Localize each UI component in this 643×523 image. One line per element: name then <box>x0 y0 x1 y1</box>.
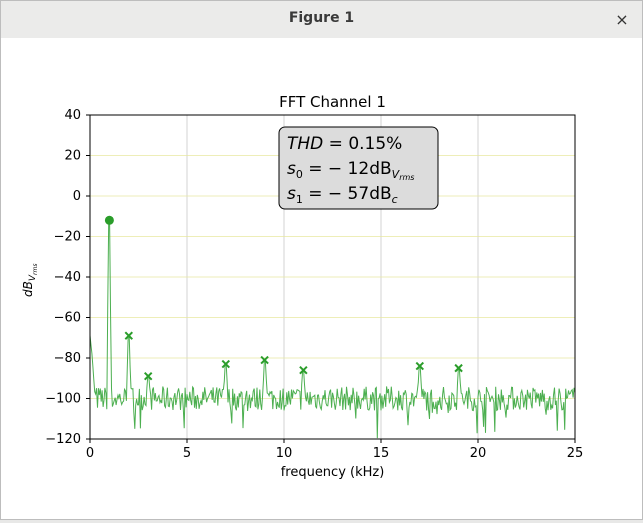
s0-sub: 0 <box>296 168 303 181</box>
y-tick-label: −120 <box>45 432 81 447</box>
harmonic-marker <box>454 363 463 373</box>
fundamental-marker <box>104 215 114 225</box>
y-axis-label-sub: V <box>28 274 38 281</box>
x-axis-ticks: 0 5 10 15 20 25 <box>86 439 583 461</box>
x-tick-label: 10 <box>276 446 293 461</box>
x-tick-label: 0 <box>86 446 94 461</box>
y-tick-label: 40 <box>64 108 81 123</box>
y-axis-label-main: dB <box>21 281 35 297</box>
x-tick-label: 25 <box>567 446 584 461</box>
s0-value: = − 12dB <box>303 159 392 179</box>
y-axis-label-subsub: rms <box>32 264 39 275</box>
y-tick-label: −80 <box>54 351 81 366</box>
stats-annotation: THD = 0.15% s0 = − 12dBVrms s1 = − 57dBc <box>278 126 439 210</box>
chart-title: FFT Channel 1 <box>279 93 386 111</box>
svg-text:s0 = − 12dBVrms: s0 = − 12dBVrms <box>287 159 414 182</box>
x-tick-label: 5 <box>183 446 191 461</box>
svg-text:dBVrms: dBVrms <box>21 264 39 297</box>
s0-label: s <box>287 159 296 179</box>
close-icon[interactable]: × <box>615 9 629 29</box>
y-axis-ticks: 40 20 0 −20 −40 −60 −80 −100 −120 <box>45 108 90 447</box>
y-tick-label: 0 <box>73 189 81 204</box>
y-tick-label: −40 <box>54 270 81 285</box>
title-bar[interactable]: Figure 1 × <box>1 1 642 39</box>
harmonic-marker <box>124 331 134 340</box>
harmonic-marker <box>260 355 269 365</box>
thd-label: THD <box>287 134 323 154</box>
y-tick-label: 20 <box>64 149 81 164</box>
s0-unit-sub: V <box>392 168 401 181</box>
x-tick-label: 15 <box>373 446 390 461</box>
thd-value: = 0.15% <box>323 134 402 154</box>
s1-sub: 1 <box>296 193 303 206</box>
s1-value: = − 57dB <box>303 184 392 204</box>
annotation-box <box>278 126 439 210</box>
spectrum-line <box>89 219 576 439</box>
plot-border <box>89 114 576 440</box>
y-tick-label: −100 <box>45 392 81 407</box>
y-tick-label: −20 <box>54 230 81 245</box>
harmonic-marker <box>415 361 425 371</box>
s1-unit-sub: c <box>392 193 398 206</box>
window-title: Figure 1 <box>288 10 355 26</box>
x-tick-label: 20 <box>470 446 487 461</box>
x-axis-label: frequency (kHz) <box>281 465 385 480</box>
svg-text:THD = 0.15%: THD = 0.15% <box>287 134 402 154</box>
y-tick-label: −60 <box>54 311 81 326</box>
harmonic-marker <box>221 359 231 369</box>
y-axis-label: dBVrms <box>21 264 39 297</box>
harmonic-marker <box>143 372 153 381</box>
figure-canvas: 0 5 10 15 20 25 40 20 0 −20 −40 −60 −80 −100 −120 FFT… <box>1 38 642 519</box>
s1-label: s <box>287 184 296 204</box>
s0-unit-subsub: rms <box>399 173 414 182</box>
harmonic-markers <box>104 215 463 381</box>
harmonic-marker <box>299 365 308 375</box>
svg-text:s1 = − 57dBc: s1 = − 57dBc <box>287 184 398 206</box>
